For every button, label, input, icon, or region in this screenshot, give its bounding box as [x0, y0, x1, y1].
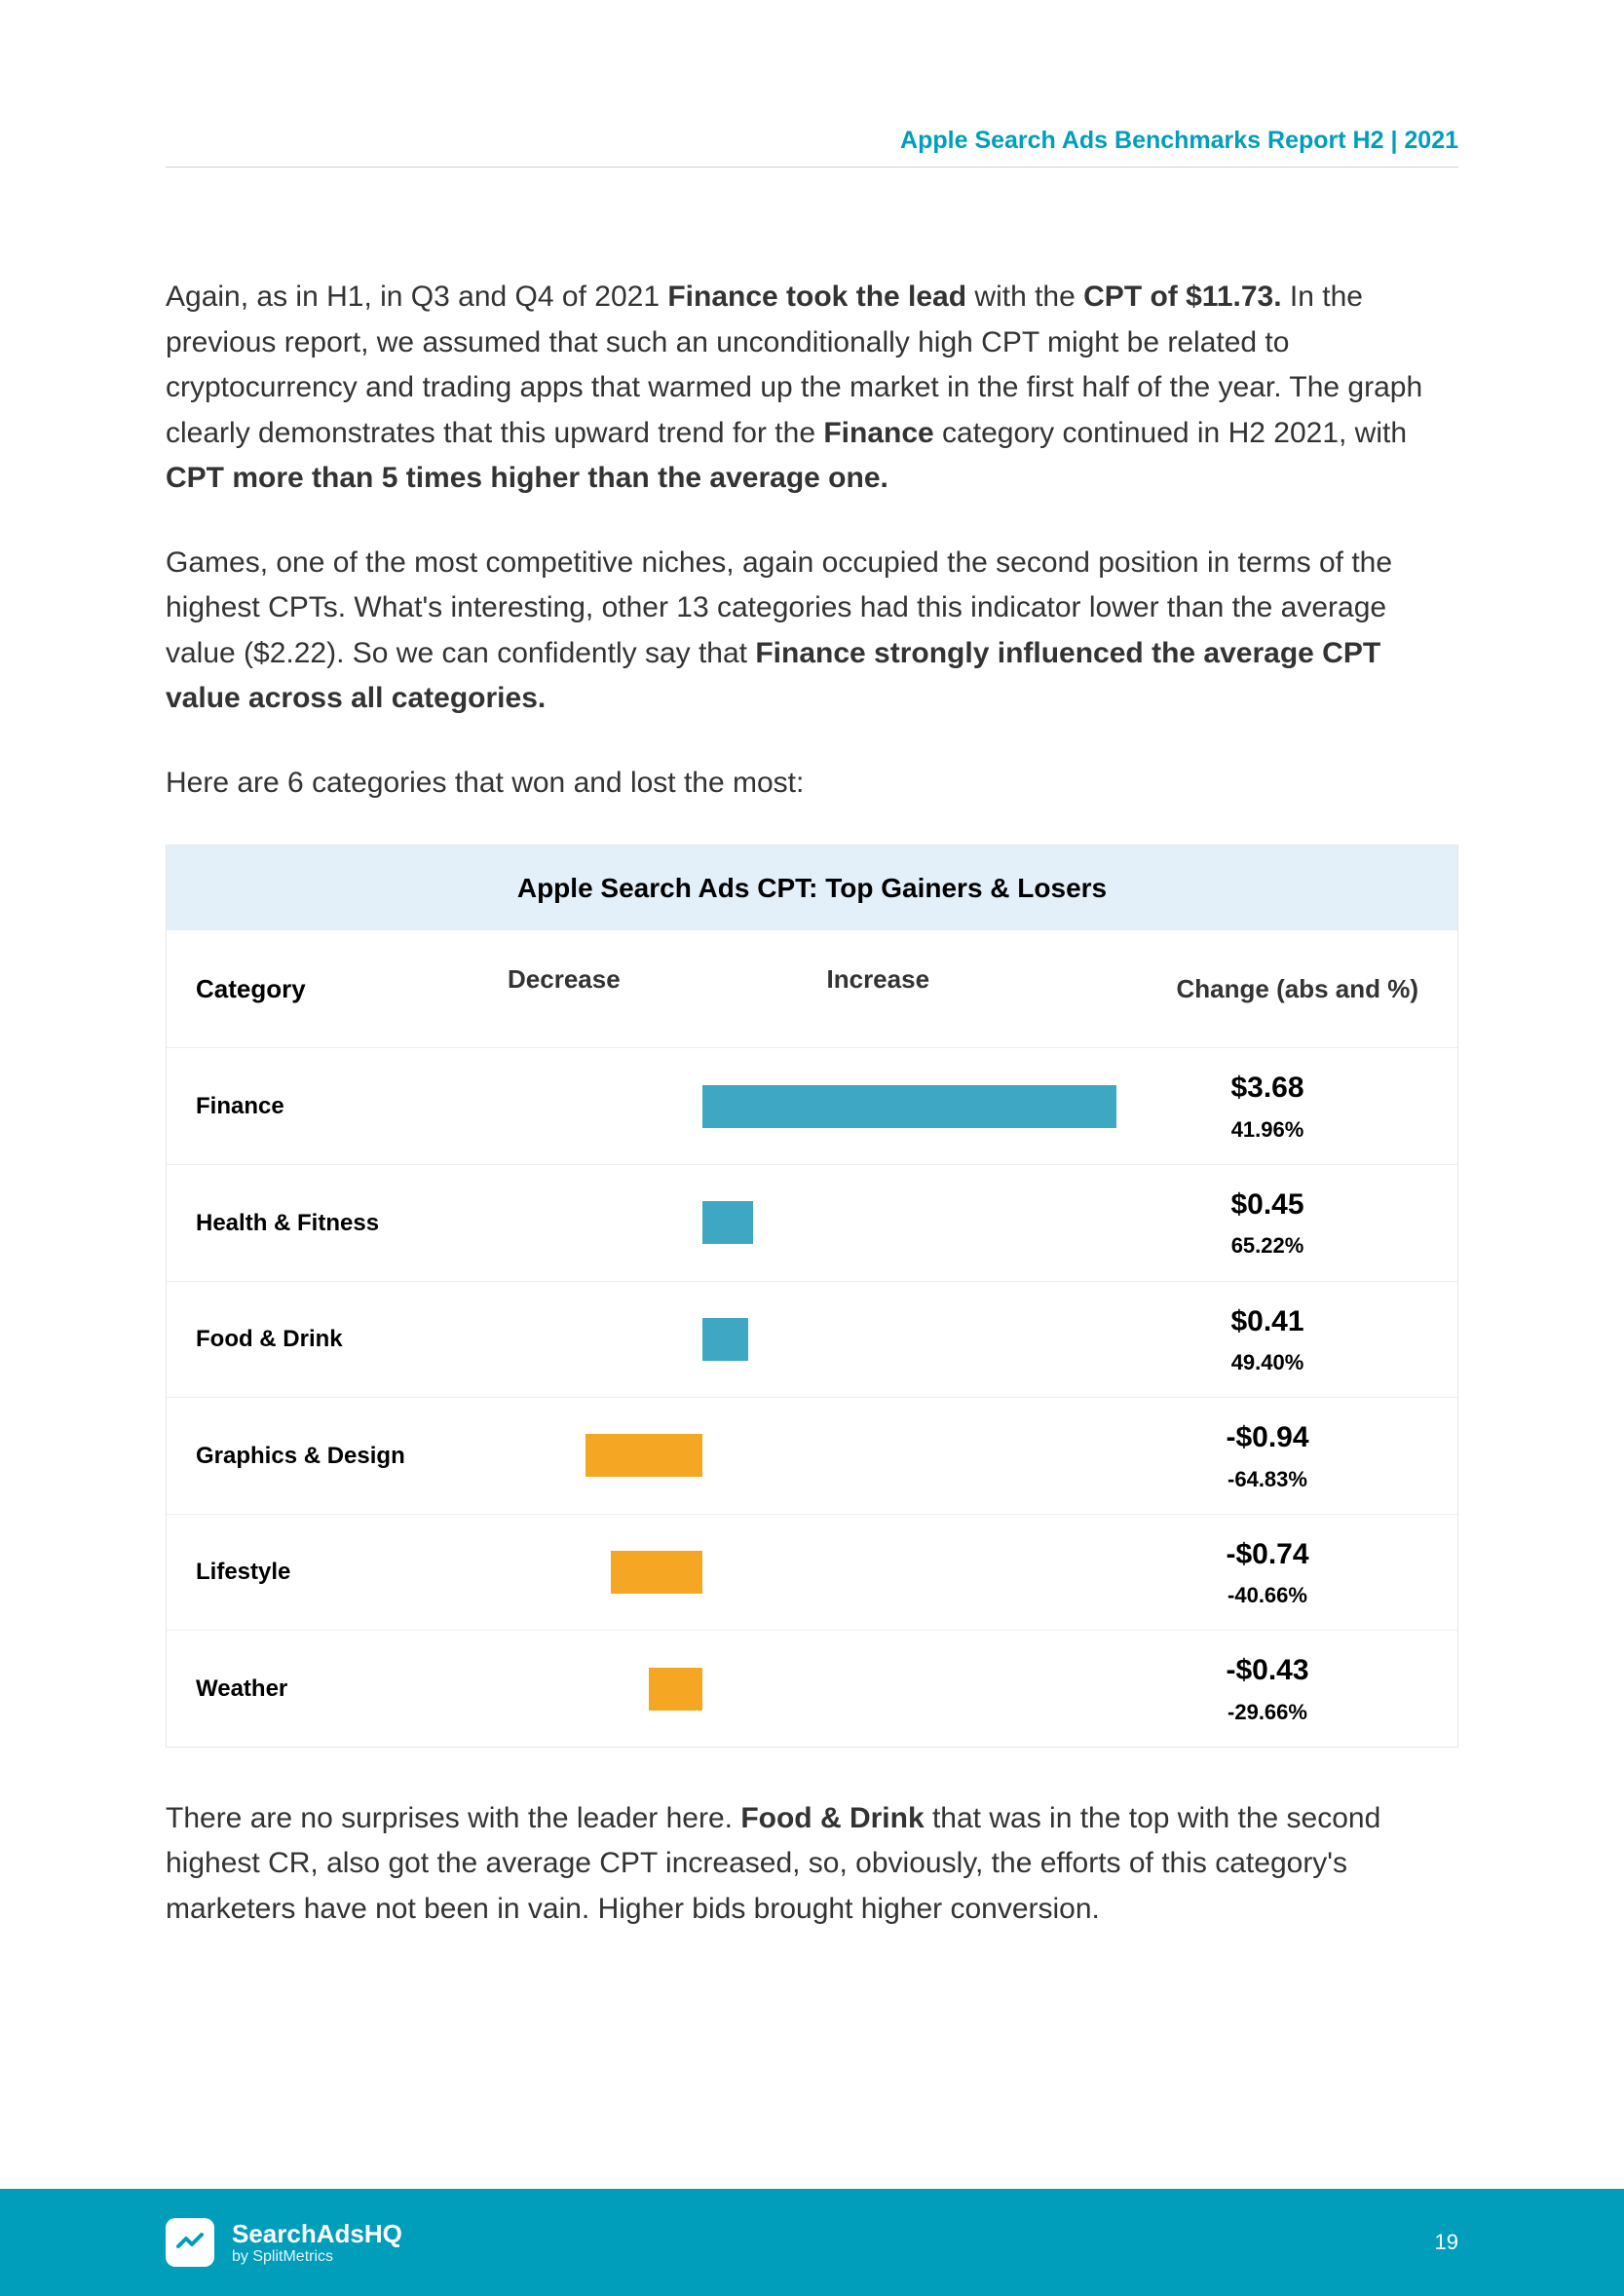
col-header-category: Category: [196, 969, 498, 1008]
chart-row: Lifestyle -$0.74-40.66%: [167, 1514, 1457, 1631]
chart-change-cell: $3.6841.96%: [1116, 1066, 1448, 1147]
chart-change-cell: $0.4149.40%: [1116, 1299, 1448, 1380]
chart-bar-increase: [702, 1085, 1116, 1128]
page-header-title: Apple Search Ads Benchmarks Report H2 | …: [166, 127, 1458, 168]
chart-bar-area: [498, 1077, 1116, 1136]
chart-row: Weather -$0.43-29.66%: [167, 1630, 1457, 1747]
chart-bar-decrease: [649, 1668, 702, 1711]
chart-header-row: Category Decrease Increase Change (abs a…: [167, 930, 1457, 1047]
col-header-increase: Increase: [808, 960, 1117, 1018]
chart-row: Graphics & Design -$0.94-64.83%: [167, 1397, 1457, 1514]
chart-change-pct: -29.66%: [1116, 1696, 1418, 1729]
chart-bar-increase: [702, 1318, 748, 1361]
chart-bar-decrease: [611, 1551, 702, 1594]
chart-bar-area: [498, 1543, 1116, 1601]
text: There are no surprises with the leader h…: [166, 1802, 740, 1834]
chart-change-cell: -$0.43-29.66%: [1116, 1648, 1448, 1729]
cpt-chart: Apple Search Ads CPT: Top Gainers & Lose…: [166, 845, 1458, 1748]
text: Again, as in H1, in Q3 and Q4 of 2021: [166, 281, 667, 313]
text: with the: [966, 281, 1083, 313]
chart-change-abs: $0.45: [1116, 1183, 1418, 1228]
chart-change-abs: $3.68: [1116, 1066, 1418, 1111]
chart-change-pct: 65.22%: [1116, 1229, 1418, 1262]
body-content: Again, as in H1, in Q3 and Q4 of 2021 Fi…: [0, 168, 1624, 1932]
chart-change-pct: 41.96%: [1116, 1113, 1418, 1147]
chart-change-cell: -$0.74-40.66%: [1116, 1532, 1448, 1613]
chart-change-abs: $0.41: [1116, 1299, 1418, 1345]
chart-category-label: Weather: [196, 1671, 498, 1707]
text-bold: CPT more than 5 times higher than the av…: [166, 462, 888, 494]
chart-change-pct: 49.40%: [1116, 1346, 1418, 1379]
chart-category-label: Food & Drink: [196, 1321, 498, 1357]
page-number: 19: [1435, 2230, 1458, 2255]
chart-category-label: Lifestyle: [196, 1554, 498, 1590]
footer-brand-name: SearchAdsHQ: [232, 2220, 402, 2248]
chart-row: Health & Fitness $0.4565.22%: [167, 1164, 1457, 1281]
chart-change-cell: $0.4565.22%: [1116, 1183, 1448, 1263]
text-bold: CPT of $11.73.: [1083, 281, 1281, 313]
chart-bar-area: [498, 1310, 1116, 1369]
paragraph-2: Games, one of the most competitive niche…: [166, 541, 1458, 722]
paragraph-1: Again, as in H1, in Q3 and Q4 of 2021 Fi…: [166, 275, 1458, 502]
brand-logo-icon: [166, 2218, 214, 2267]
text-bold: Food & Drink: [740, 1802, 924, 1834]
chart-bar-increase: [702, 1201, 753, 1244]
page-footer: SearchAdsHQ by SplitMetrics 19: [0, 2189, 1624, 2296]
col-header-decrease: Decrease: [498, 960, 808, 1018]
chart-change-abs: -$0.43: [1116, 1648, 1418, 1694]
footer-brand-sub: by SplitMetrics: [232, 2248, 402, 2266]
text: category continued in H2 2021, with: [934, 417, 1407, 449]
chart-change-pct: -40.66%: [1116, 1579, 1418, 1612]
chart-category-label: Graphics & Design: [196, 1438, 498, 1474]
chart-change-cell: -$0.94-64.83%: [1116, 1415, 1448, 1496]
chart-category-label: Health & Fitness: [196, 1205, 498, 1241]
text-bold: Finance: [823, 417, 933, 449]
chart-bar-area: [498, 1660, 1116, 1718]
chart-row: Finance $3.6841.96%: [167, 1047, 1457, 1164]
chart-title: Apple Search Ads CPT: Top Gainers & Lose…: [167, 846, 1457, 930]
text-bold: Finance took the lead: [667, 281, 966, 313]
paragraph-3: Here are 6 categories that won and lost …: [166, 761, 1458, 807]
chart-bar-area: [498, 1426, 1116, 1485]
chart-change-pct: -64.83%: [1116, 1463, 1418, 1496]
chart-change-abs: -$0.74: [1116, 1532, 1418, 1578]
chart-category-label: Finance: [196, 1088, 498, 1124]
col-header-change: Change (abs and %): [1116, 969, 1448, 1008]
chart-row: Food & Drink $0.4149.40%: [167, 1281, 1457, 1398]
chart-bar-area: [498, 1193, 1116, 1252]
paragraph-4: There are no surprises with the leader h…: [166, 1796, 1458, 1933]
chart-change-abs: -$0.94: [1116, 1415, 1418, 1461]
chart-bar-decrease: [585, 1434, 701, 1477]
